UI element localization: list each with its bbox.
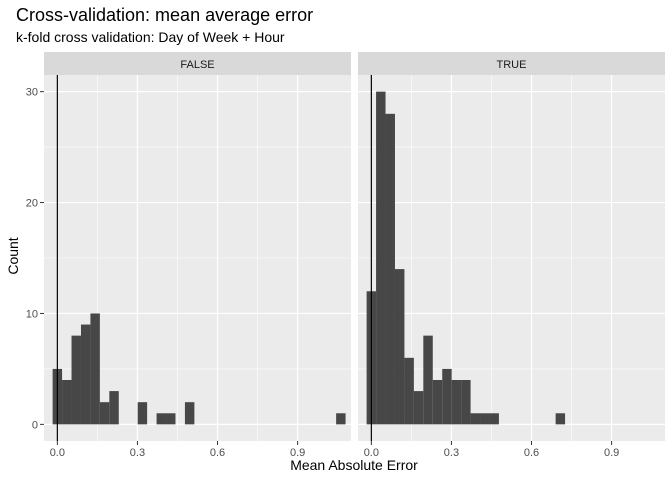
- histogram-bar: [480, 413, 490, 425]
- y-tick-label: 0: [32, 419, 38, 431]
- x-tick-label: 0.3: [444, 447, 459, 459]
- x-tick-label: 0.9: [604, 447, 619, 459]
- histogram-bar: [413, 391, 424, 425]
- facet-strip-label: TRUE: [497, 59, 527, 71]
- histogram-bar: [489, 413, 499, 425]
- y-tick-label: 10: [26, 308, 38, 320]
- histogram-bar: [137, 402, 148, 425]
- facet-panels: FALSE 0.0 0.3 0.6 0.9 TRUE 0.0 0.3 0.6 0.9: [44, 52, 665, 459]
- histogram-bar: [461, 380, 471, 425]
- histogram-bar: [99, 402, 110, 425]
- y-axis-title: Count: [5, 237, 21, 274]
- facet-strip-label: FALSE: [180, 59, 214, 71]
- histogram-bar: [62, 380, 72, 425]
- x-axis-title: Mean Absolute Error: [290, 457, 418, 473]
- facet-panel-false: FALSE 0.0 0.3 0.6 0.9: [44, 52, 351, 459]
- histogram-bar: [394, 269, 405, 425]
- histogram-bar: [385, 113, 395, 425]
- y-tick-label: 20: [26, 198, 38, 210]
- x-tick-label: 0.0: [50, 447, 65, 459]
- histogram-bar: [156, 413, 167, 425]
- plot-area: [44, 75, 351, 441]
- x-tick-label: 0.6: [524, 447, 539, 459]
- x-tick-label: 0.0: [364, 447, 379, 459]
- y-axis: 0 10 20 30: [26, 87, 44, 431]
- histogram-bar: [555, 413, 566, 425]
- histogram-bar: [109, 391, 119, 425]
- histogram-bar: [404, 357, 414, 425]
- histogram-bar: [376, 91, 386, 425]
- histogram-bar: [90, 313, 100, 425]
- histogram-bar: [442, 368, 452, 425]
- histogram-bar: [470, 413, 481, 425]
- histogram-bar: [80, 324, 91, 425]
- x-tick-label: 0.6: [210, 447, 225, 459]
- facet-strip: [44, 52, 351, 75]
- histogram-bar: [423, 335, 433, 425]
- histogram-bar: [71, 335, 81, 425]
- histogram-bar: [432, 380, 443, 425]
- chart-subtitle: k-fold cross validation: Day of Week + H…: [16, 29, 285, 45]
- histogram-bar: [166, 413, 176, 425]
- x-tick-label: 0.3: [130, 447, 145, 459]
- x-tick-label: 0.9: [290, 447, 305, 459]
- chart-title: Cross-validation: mean average error: [16, 5, 313, 25]
- y-tick-label: 30: [26, 87, 38, 99]
- plot-area: [358, 75, 665, 441]
- histogram-bar: [184, 402, 195, 425]
- facet-panel-true: TRUE 0.0 0.3 0.6 0.9: [358, 52, 665, 459]
- facet-strip: [358, 52, 665, 75]
- histogram-bar: [451, 380, 462, 425]
- histogram-bar: [336, 413, 346, 425]
